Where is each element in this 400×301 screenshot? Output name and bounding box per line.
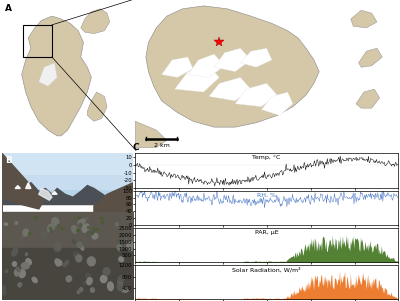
- Ellipse shape: [87, 257, 95, 266]
- Text: C: C: [133, 143, 139, 152]
- Bar: [23, 25, 52, 57]
- Polygon shape: [22, 16, 91, 136]
- Ellipse shape: [23, 229, 28, 236]
- Ellipse shape: [12, 248, 18, 256]
- Text: PAR, μE: PAR, μE: [255, 230, 278, 234]
- Ellipse shape: [116, 223, 118, 226]
- Ellipse shape: [121, 287, 128, 292]
- Ellipse shape: [4, 223, 7, 225]
- Text: Solar Radiation, W/m²: Solar Radiation, W/m²: [232, 267, 301, 272]
- Polygon shape: [135, 121, 167, 147]
- Ellipse shape: [118, 279, 123, 285]
- Polygon shape: [52, 191, 57, 194]
- Ellipse shape: [77, 242, 82, 247]
- Ellipse shape: [63, 263, 66, 267]
- Ellipse shape: [14, 269, 19, 276]
- Ellipse shape: [79, 287, 83, 292]
- Ellipse shape: [117, 238, 125, 245]
- Polygon shape: [87, 92, 107, 121]
- Ellipse shape: [5, 270, 8, 272]
- Ellipse shape: [65, 260, 69, 265]
- Polygon shape: [2, 154, 44, 299]
- Ellipse shape: [90, 288, 94, 292]
- Text: Limestone: Limestone: [15, 219, 60, 228]
- Polygon shape: [146, 6, 319, 127]
- Polygon shape: [356, 89, 380, 108]
- Ellipse shape: [19, 269, 25, 278]
- Ellipse shape: [54, 244, 61, 251]
- Polygon shape: [2, 183, 133, 205]
- Polygon shape: [235, 83, 277, 107]
- Bar: [2, 190, 133, 205]
- Bar: [2, 175, 133, 190]
- Ellipse shape: [86, 274, 90, 278]
- Ellipse shape: [56, 242, 61, 250]
- Ellipse shape: [92, 234, 98, 239]
- Ellipse shape: [21, 235, 24, 239]
- Ellipse shape: [84, 281, 86, 284]
- Ellipse shape: [73, 252, 80, 259]
- Ellipse shape: [77, 290, 80, 293]
- Ellipse shape: [2, 286, 6, 290]
- Text: Sandstone: Sandstone: [78, 219, 124, 228]
- Ellipse shape: [82, 224, 89, 232]
- Ellipse shape: [108, 282, 113, 290]
- Text: A: A: [5, 5, 12, 14]
- Ellipse shape: [12, 262, 16, 266]
- Ellipse shape: [81, 246, 84, 250]
- Ellipse shape: [55, 259, 59, 264]
- Ellipse shape: [66, 276, 72, 282]
- Polygon shape: [188, 54, 225, 77]
- Ellipse shape: [72, 225, 77, 233]
- Polygon shape: [15, 185, 20, 188]
- Polygon shape: [240, 48, 272, 67]
- Ellipse shape: [78, 219, 85, 225]
- Polygon shape: [81, 9, 110, 34]
- Ellipse shape: [26, 259, 31, 265]
- Polygon shape: [209, 77, 251, 101]
- Ellipse shape: [21, 263, 29, 269]
- Ellipse shape: [40, 231, 47, 237]
- Polygon shape: [262, 92, 293, 116]
- Ellipse shape: [127, 242, 134, 251]
- Text: RH, %: RH, %: [257, 192, 276, 197]
- Ellipse shape: [32, 277, 37, 283]
- Ellipse shape: [76, 255, 82, 262]
- Text: B: B: [5, 156, 12, 165]
- Ellipse shape: [86, 218, 88, 219]
- Polygon shape: [26, 183, 31, 188]
- Ellipse shape: [52, 218, 59, 226]
- Ellipse shape: [18, 283, 22, 287]
- Bar: [2, 154, 133, 175]
- Ellipse shape: [56, 263, 59, 266]
- Ellipse shape: [126, 239, 128, 242]
- Text: Temp, °C: Temp, °C: [252, 155, 281, 160]
- Ellipse shape: [86, 231, 94, 237]
- Ellipse shape: [25, 253, 28, 256]
- Ellipse shape: [16, 267, 20, 272]
- Polygon shape: [358, 48, 382, 67]
- Polygon shape: [175, 66, 219, 92]
- Polygon shape: [39, 63, 57, 86]
- Ellipse shape: [119, 257, 124, 262]
- Text: 2 km: 2 km: [154, 143, 170, 148]
- Ellipse shape: [87, 278, 92, 285]
- Ellipse shape: [72, 240, 75, 244]
- Polygon shape: [214, 48, 251, 72]
- Ellipse shape: [118, 275, 125, 281]
- Ellipse shape: [100, 275, 107, 283]
- Ellipse shape: [103, 268, 110, 275]
- Ellipse shape: [117, 284, 123, 291]
- Polygon shape: [162, 57, 193, 77]
- Polygon shape: [39, 188, 52, 200]
- Ellipse shape: [0, 291, 6, 295]
- Ellipse shape: [48, 224, 54, 232]
- Ellipse shape: [55, 259, 62, 265]
- Polygon shape: [351, 10, 377, 28]
- Ellipse shape: [15, 222, 18, 224]
- Ellipse shape: [50, 230, 53, 233]
- Ellipse shape: [117, 244, 122, 251]
- Polygon shape: [94, 183, 133, 299]
